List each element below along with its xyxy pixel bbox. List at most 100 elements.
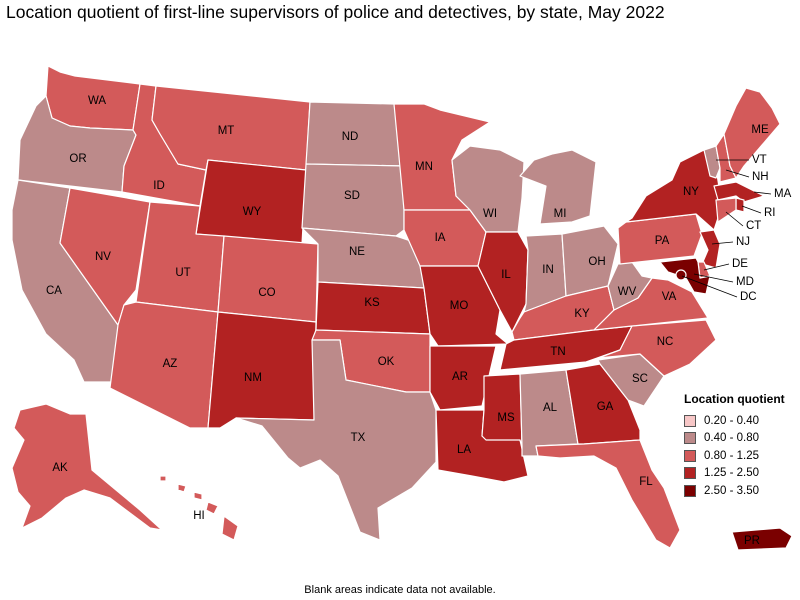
state-label-pa: PA [655,235,670,247]
state-label-ut: UT [175,267,190,279]
leader-line-nh [725,169,750,178]
legend-item: 0.40 - 0.80 [684,430,796,448]
state-ar[interactable] [429,345,497,411]
state-sd[interactable] [301,163,405,237]
state-label-ky: KY [574,308,590,320]
legend-item: 0.20 - 0.40 [684,412,796,430]
state-label-ia: IA [435,232,446,244]
legend-label: 1.25 - 2.50 [704,467,759,480]
state-vt[interactable] [703,145,721,179]
state-wy[interactable] [195,159,307,245]
legend-item: 2.50 - 3.50 [684,482,796,500]
state-label-ok: OK [378,356,395,368]
legend-label: 0.40 - 0.80 [704,432,759,445]
state-label-oh: OH [588,256,605,268]
state-label-mo: MO [450,300,469,312]
state-label-ca: CA [46,285,62,297]
state-label-il: IL [501,269,511,281]
state-label-ar: AR [452,371,468,383]
state-label-ri: RI [764,207,776,219]
state-label-nj: NJ [736,236,750,248]
leader-line-de [703,263,730,271]
state-label-ks: KS [364,297,380,309]
state-pr[interactable] [731,527,793,551]
leader-line-ma [753,191,772,195]
state-label-va: VA [662,291,677,303]
leader-line-dc [681,275,738,298]
states-layer [11,65,793,551]
state-label-md: MD [736,276,754,288]
state-label-in: IN [542,264,554,276]
state-ri[interactable] [735,197,745,213]
state-ct[interactable] [715,197,737,223]
state-il[interactable] [477,231,529,333]
labels-layer: WA OR CA ID NV MT WY UT AZ CO NM ND SD NE KS OK TX MN IA MO… [46,95,792,547]
state-label-sc: SC [632,373,648,385]
state-label-ma: MA [774,188,792,200]
state-label-tn: TN [550,346,565,358]
state-label-fl: FL [639,476,653,488]
footnote: Blank areas indicate data not available. [304,584,496,596]
state-label-ct: CT [746,220,761,232]
state-label-al: AL [543,402,558,414]
state-label-mt: MT [218,125,235,137]
state-ms[interactable] [481,373,523,447]
state-label-ms: MS [497,412,515,424]
state-label-ak: AK [52,462,68,474]
state-oh[interactable] [561,225,619,297]
state-label-wv: WV [618,286,637,298]
leader-line-md [693,273,734,283]
state-label-mi: MI [554,208,567,220]
legend-title: Location quotient [684,392,785,406]
state-label-nm: NM [244,372,262,384]
state-label-or: OR [69,153,86,165]
legend-swatch [684,484,696,497]
state-label-ny: NY [683,186,699,198]
state-label-sd: SD [344,190,360,202]
legend-label: 0.20 - 0.40 [704,414,759,427]
state-label-wy: WY [243,206,262,218]
state-ak[interactable] [11,403,163,531]
state-nj[interactable] [699,229,721,269]
state-tx[interactable] [235,339,437,541]
state-co[interactable] [217,235,319,323]
state-label-id: ID [153,180,165,192]
state-label-nd: ND [342,131,359,143]
state-nc[interactable] [597,319,717,377]
state-label-ga: GA [597,401,614,413]
legend-item: 0.80 - 1.25 [684,447,796,465]
state-label-co: CO [258,287,275,299]
state-nm[interactable] [207,311,317,429]
legend: Location quotient 0.20 - 0.40 0.40 - 0.80… [684,392,796,500]
state-mi[interactable] [519,149,597,225]
legend-item: 1.25 - 2.50 [684,465,796,483]
state-label-pr: PR [744,535,760,547]
leader-line-nj [711,241,734,245]
state-wi[interactable] [451,145,525,233]
leader-lines [681,159,772,298]
state-label-nc: NC [657,336,674,348]
leader-line-ri [741,205,762,214]
legend-swatch [684,414,696,427]
legend-label: 0.80 - 1.25 [704,449,759,462]
state-label-me: ME [751,124,769,136]
state-fl[interactable] [535,439,681,549]
state-label-ne: NE [349,246,365,258]
state-label-mn: MN [415,161,433,173]
state-label-la: LA [457,444,471,456]
leader-line-ct [725,211,744,227]
state-label-vt: VT [752,154,767,166]
map-title: Location quotient of first-line supervis… [6,2,665,22]
state-label-de: DE [732,258,748,270]
state-label-az: AZ [163,358,178,370]
legend-swatch [684,449,696,462]
state-dc[interactable] [675,269,687,281]
legend-swatch [684,467,696,480]
state-label-tx: TX [351,432,366,444]
state-hi[interactable] [159,475,239,541]
state-label-hi: HI [193,510,205,522]
state-label-wi: WI [483,208,497,220]
state-label-nv: NV [95,251,111,263]
legend-label: 2.50 - 3.50 [704,484,759,497]
